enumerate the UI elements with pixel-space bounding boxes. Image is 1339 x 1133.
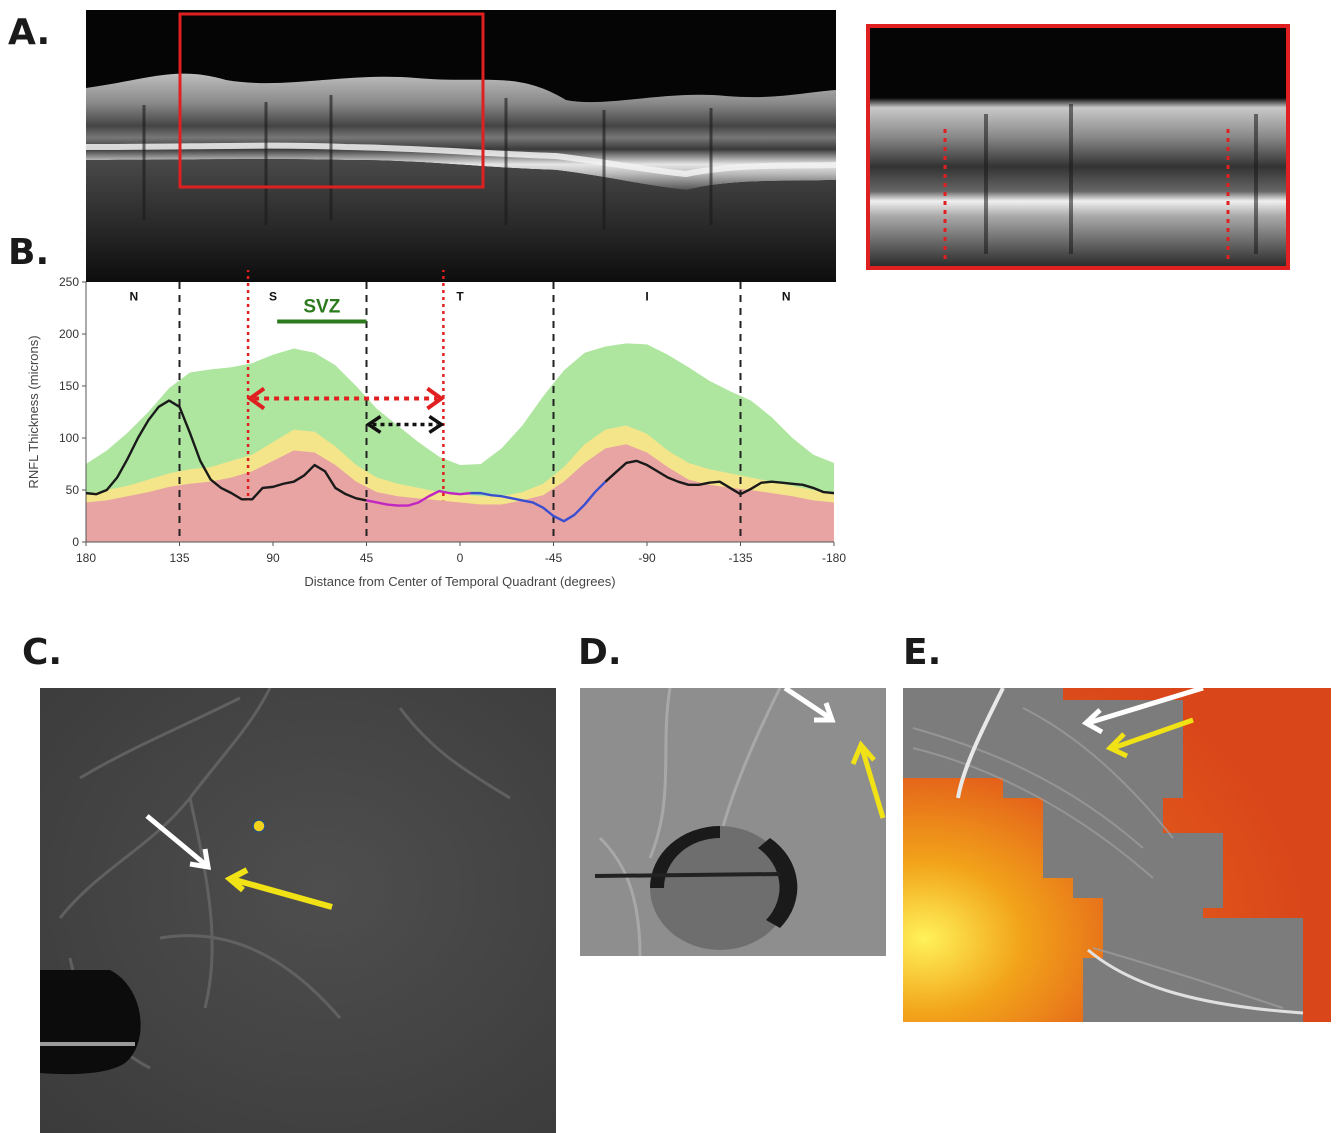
white-arrow-icon	[1081, 688, 1204, 735]
y-tick-label: 250	[59, 275, 79, 289]
fovea-marker	[252, 819, 266, 833]
y-tick-label: 200	[59, 327, 79, 341]
x-tick-label: 135	[169, 551, 189, 565]
white-arrow-icon	[783, 688, 836, 723]
x-tick-label: 90	[266, 551, 280, 565]
rnfl-line-segment	[366, 489, 471, 507]
panel-label-d: D.	[578, 632, 622, 673]
yellow-arrow-icon	[224, 867, 333, 910]
y-tick-label: 100	[59, 431, 79, 445]
enface-image-e	[903, 688, 1331, 1022]
enface-image-d	[580, 688, 886, 956]
panel-label-b: B.	[8, 232, 50, 273]
yellow-arrow-icon	[1105, 717, 1194, 759]
x-tick-label: 180	[76, 551, 96, 565]
x-axis-label: Distance from Center of Temporal Quadran…	[304, 574, 615, 589]
x-tick-label: 0	[457, 551, 464, 565]
svz-label: SVZ	[303, 297, 340, 318]
quadrant-label: I	[645, 290, 648, 304]
rnfl-line-segment	[85, 399, 367, 502]
x-tick-label: -90	[638, 551, 656, 565]
enface-image-c	[40, 688, 556, 1133]
x-tick-label: -135	[728, 551, 752, 565]
band-abnormal-red	[86, 444, 834, 542]
oct-bscan-image	[86, 10, 836, 282]
quadrant-label: N	[782, 290, 791, 304]
y-tick-label: 50	[66, 483, 80, 497]
y-axis-label: RNFL Thickness (microns)	[26, 335, 41, 488]
x-tick-label: 45	[360, 551, 374, 565]
panel-label-e: E.	[903, 632, 942, 673]
quadrant-label: N	[129, 290, 138, 304]
x-tick-label: -180	[822, 551, 846, 565]
x-tick-label: -45	[545, 551, 563, 565]
oct-zoom-inset	[866, 24, 1290, 270]
rnfl-chart: 0 50 100 150 200 250 180 135 90 45 0 -45 -90 -135 -180…	[22, 270, 862, 600]
panel-label-c: C.	[22, 632, 63, 673]
rnfl-line-segment	[604, 459, 835, 496]
panel-label-a: A.	[8, 12, 51, 53]
zoom-region-box	[178, 12, 485, 189]
yellow-arrow-icon	[850, 740, 886, 819]
y-tick-label: 150	[59, 379, 79, 393]
quadrant-label: S	[269, 290, 277, 304]
rnfl-line-segment	[470, 480, 607, 523]
y-tick-label: 0	[72, 535, 79, 549]
red-arrowhead-left	[246, 386, 266, 411]
red-arrowhead-right	[426, 386, 445, 411]
white-arrow-icon	[145, 814, 212, 871]
black-arrowhead-right	[428, 415, 445, 434]
black-arrowhead-left	[365, 415, 382, 434]
quadrant-label: T	[456, 290, 464, 304]
